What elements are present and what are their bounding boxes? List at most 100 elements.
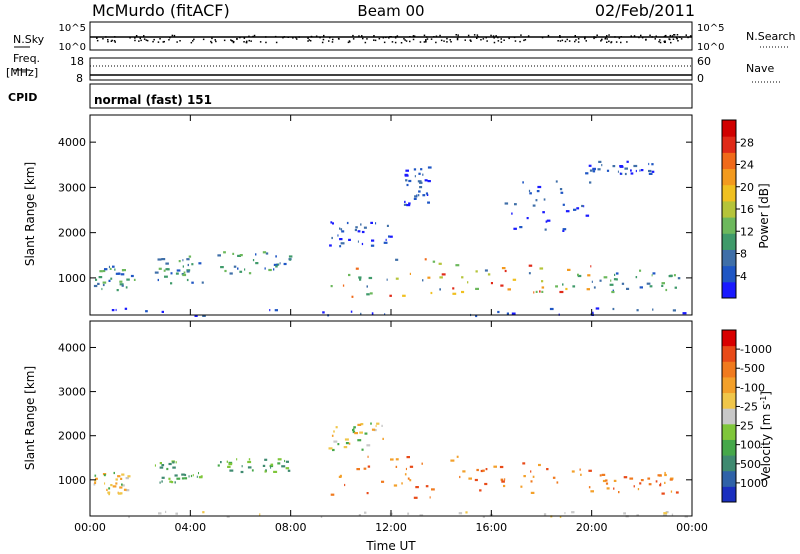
echo-cell (626, 160, 629, 163)
echo-cell (405, 179, 408, 182)
echo-cell (202, 511, 205, 514)
nsky-point (143, 38, 146, 40)
echo-cell (535, 290, 538, 293)
nsky-point (292, 37, 294, 39)
echo-cell (289, 258, 291, 261)
station-title: McMurdo (fitACF) (92, 1, 230, 20)
nsky-point (134, 39, 136, 42)
nsky-point (210, 41, 213, 44)
echo-cell (537, 185, 542, 189)
echo-cell (370, 422, 372, 425)
nsky-point (456, 38, 459, 41)
echo-cell (198, 262, 202, 265)
echo-cell (661, 282, 665, 285)
echo-cell (331, 236, 333, 240)
echo-cell (559, 515, 562, 518)
colorbar-tick-label: 8 (740, 248, 747, 261)
echo-cell (503, 484, 506, 488)
echo-cell (639, 269, 642, 272)
echo-cell (217, 254, 221, 257)
nsky-point (473, 34, 476, 36)
echo-cell (244, 268, 246, 271)
echo-cell (112, 485, 117, 488)
nave-label: Nave (746, 62, 774, 75)
echo-cell (592, 311, 594, 314)
echo-cell (389, 235, 393, 238)
echo-cell (395, 277, 399, 280)
echo-cell (255, 253, 257, 256)
echo-cell (611, 290, 615, 294)
echo-cell (354, 432, 358, 435)
echo-cell (125, 477, 129, 480)
echo-cell (591, 280, 593, 283)
echo-cell (223, 251, 226, 254)
echo-cell (101, 287, 103, 291)
nsky-point (171, 34, 174, 37)
nsky-point (480, 39, 482, 41)
nsky-point (672, 38, 675, 40)
echo-cell (663, 514, 667, 517)
echo-cell (337, 443, 340, 446)
echo-cell (500, 478, 504, 481)
echo-cell (512, 278, 517, 281)
echo-cell (181, 477, 185, 480)
echo-cell (366, 285, 368, 288)
nsky-point (412, 35, 415, 37)
echo-cell (585, 214, 590, 217)
echo-cell (425, 485, 429, 488)
echo-cell (629, 477, 634, 480)
nsky-point (425, 41, 427, 43)
nsky-point (193, 38, 195, 41)
echo-cell (646, 282, 651, 285)
echo-cell (229, 469, 234, 472)
echo-cell (346, 221, 349, 225)
echo-cell (191, 281, 194, 284)
echo-cell (357, 240, 359, 243)
echo-cell (104, 268, 108, 271)
echo-cell (94, 481, 97, 484)
echo-cell (198, 476, 203, 479)
echo-cell (165, 262, 169, 265)
echo-cell (106, 488, 108, 491)
echo-cell (651, 274, 653, 277)
echo-cell (640, 479, 644, 482)
echo-cell (395, 465, 398, 468)
nsky-point (331, 41, 334, 43)
echo-cell (626, 287, 630, 290)
nsky-point (574, 40, 576, 43)
nsky-point (658, 40, 660, 43)
echo-cell (366, 492, 369, 495)
echo-cell (108, 279, 111, 282)
echo-cell (413, 496, 418, 499)
echo-cell (528, 264, 533, 267)
nsky-point (168, 39, 170, 41)
echo-cell (127, 475, 131, 478)
echo-cell (357, 230, 361, 233)
nsky-point (409, 40, 411, 43)
echo-cell (93, 483, 96, 486)
echo-cell (514, 203, 517, 206)
nsky-point (362, 37, 364, 40)
echo-cell (490, 282, 493, 285)
nsky-point (659, 39, 661, 41)
nsky-point (523, 39, 525, 42)
echo-cell (351, 295, 354, 298)
x-tick-label: 16:00 (475, 521, 507, 534)
colorbar-tick-label: 1000 (740, 477, 768, 490)
nsky-point (96, 37, 98, 39)
nsky-point (145, 39, 148, 41)
nsky-point (568, 40, 571, 42)
echo-cell (624, 167, 628, 170)
echo-cell (552, 476, 556, 479)
echo-cell (405, 169, 409, 172)
nsky-point (153, 38, 155, 41)
echo-cell (635, 169, 637, 173)
colorbar-segment (722, 486, 736, 503)
echo-cell (461, 276, 464, 279)
echo-cell (332, 448, 335, 452)
nsearch-tick-top: 10^5 (697, 23, 724, 34)
echo-cell (270, 463, 274, 466)
echo-cell (408, 202, 411, 205)
echo-cell (401, 482, 403, 485)
echo-cell (639, 169, 641, 172)
